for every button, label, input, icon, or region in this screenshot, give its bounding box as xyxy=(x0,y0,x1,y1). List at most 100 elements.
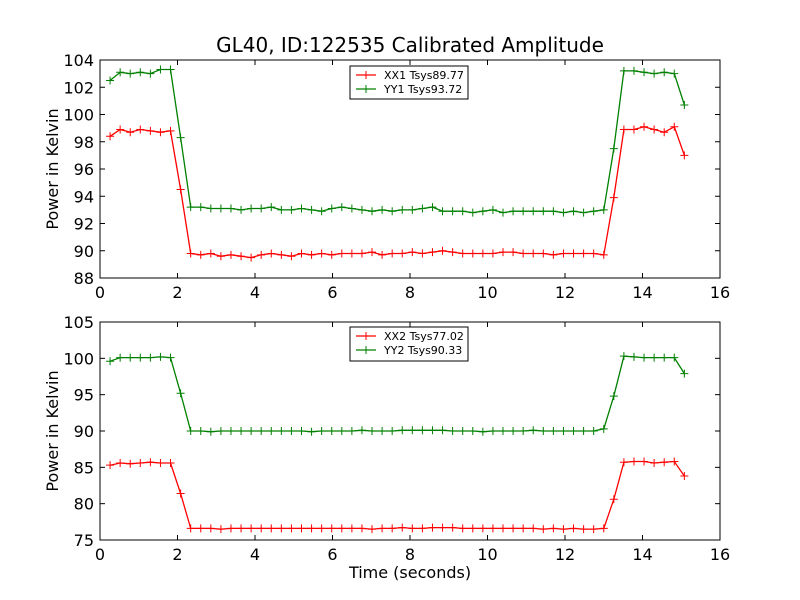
bottom-subplot-series-2-marker xyxy=(247,427,256,435)
top-subplot-series-1-marker xyxy=(216,252,225,261)
bottom-subplot-series-1-marker xyxy=(216,525,225,534)
bottom-subplot-series-2-marker xyxy=(650,353,659,362)
top-subplot-frame xyxy=(99,59,721,279)
bottom-subplot-legend-label-2: YY2 Tsys90.33 xyxy=(383,344,462,357)
bottom-subplot-series-2-marker xyxy=(478,427,487,436)
bottom-subplot-series-2-marker xyxy=(539,427,548,435)
bottom-subplot-series-1-marker xyxy=(237,524,246,533)
top-subplot-series-1-marker xyxy=(458,249,467,258)
bottom-subplot-legend-marker-2 xyxy=(362,346,370,354)
bottom-subplot-series-1-marker xyxy=(398,523,407,532)
bottom-subplot-series-1-marker xyxy=(327,524,336,533)
top-subplot-series-1-marker xyxy=(640,122,649,131)
top-subplot-series-1-marker xyxy=(680,151,689,160)
bottom-subplot-series-1-marker xyxy=(226,524,235,533)
bottom-subplot-series-1-marker xyxy=(277,524,286,533)
top-subplot-series-1-marker xyxy=(156,128,165,137)
bottom-subplot-series-2-marker xyxy=(589,427,598,435)
top-subplot-series-2-marker xyxy=(206,204,215,213)
bottom-subplot-series-1-marker xyxy=(337,524,346,533)
bottom-subplot-series-2-marker xyxy=(267,427,276,435)
bottom-subplot-series-2-marker xyxy=(136,353,145,362)
top-subplot-legend-label-2: YY1 Tsys93.72 xyxy=(383,83,462,96)
top-subplot-series-2-marker xyxy=(529,207,538,216)
top-subplot-series-1-marker xyxy=(398,249,407,258)
top-subplot-series-2-marker xyxy=(277,205,286,214)
bottom-subplot-series-2-marker xyxy=(116,353,125,362)
bottom-subplot-y-tick-label: 95 xyxy=(74,386,94,405)
bottom-subplot-y-axis-label: Power in Kelvin xyxy=(43,370,62,491)
bottom-subplot-series-2-marker xyxy=(509,427,518,435)
bottom-subplot-series-1-marker xyxy=(619,458,628,467)
bottom-subplot-series-2-marker xyxy=(277,427,286,435)
top-subplot-x-tick-label: 16 xyxy=(710,283,730,302)
top-subplot-x-tick-label: 6 xyxy=(327,283,337,302)
top-subplot-series-2-marker xyxy=(670,69,679,78)
top-subplot-series-1-marker xyxy=(196,250,205,259)
bottom-subplot-series-2-marker xyxy=(257,427,266,435)
bottom-subplot-series-1-marker xyxy=(670,457,679,466)
bottom-subplot-series-1-marker xyxy=(357,524,366,533)
bottom-subplot-series-1-marker xyxy=(499,524,507,533)
top-subplot-series-1-marker xyxy=(126,128,135,137)
bottom-subplot-series-2-marker xyxy=(347,427,356,435)
bottom-subplot-series-2-marker xyxy=(640,353,649,362)
bottom-subplot-series-1-marker xyxy=(378,524,387,533)
top-subplot-series-1-marker xyxy=(317,249,326,258)
top-subplot-series-1-marker xyxy=(146,126,155,135)
top-subplot-series-2-marker xyxy=(327,204,336,213)
top-subplot-series-1-marker xyxy=(609,193,618,202)
bottom-subplot-series-1-marker xyxy=(569,524,578,533)
bottom-subplot-series-1-marker xyxy=(247,524,256,533)
top-subplot-series-1-marker xyxy=(670,122,679,131)
top-subplot-series-2-marker xyxy=(337,203,346,212)
top-subplot-series-2-marker xyxy=(106,76,115,85)
top-subplot-series-2-marker xyxy=(619,66,628,75)
top-subplot-series-2-marker xyxy=(640,68,649,77)
top-subplot-series-2-marker xyxy=(579,208,588,217)
bottom-subplot-series-1-marker xyxy=(579,525,588,534)
figure-title: GL40, ID:122535 Calibrated Amplitude xyxy=(216,33,604,57)
bottom-subplot-series-1-marker xyxy=(458,524,467,533)
top-subplot-y-axis-label: Power in Kelvin xyxy=(43,108,62,229)
bottom-subplot-x-tick-label: 10 xyxy=(477,545,497,564)
bottom-subplot-series-2-marker xyxy=(156,352,165,361)
top-subplot-x-tick-label: 10 xyxy=(477,283,497,302)
bottom-subplot-series-1-marker xyxy=(549,524,558,533)
bottom-subplot-series-2-marker xyxy=(368,427,377,435)
top-subplot-series-1-marker xyxy=(267,249,276,258)
top-subplot-series-1-marker xyxy=(509,248,518,257)
top-subplot-series-2-marker xyxy=(458,207,467,216)
top-subplot-series-1-marker xyxy=(529,249,538,258)
bottom-subplot-series-2-marker xyxy=(216,427,225,435)
bottom-subplot-series-1-marker xyxy=(680,472,689,481)
bottom-subplot-series-1-marker xyxy=(418,524,427,533)
top-subplot-series-2-marker xyxy=(357,205,366,214)
bottom-subplot-series-2-marker xyxy=(519,427,528,435)
bottom-subplot-series-1-marker xyxy=(519,524,528,533)
bottom-subplot-series-2-marker xyxy=(468,427,477,435)
bottom-subplot-series-1-marker xyxy=(438,523,447,532)
top-subplot-series-1-marker xyxy=(629,125,638,134)
bottom-subplot-series-1-marker xyxy=(136,458,145,467)
bottom-subplot-series-2-marker xyxy=(549,427,558,435)
top-subplot-series-1-marker xyxy=(297,249,306,258)
top-subplot-series-1-marker xyxy=(327,250,336,259)
bottom-subplot-series-2-marker xyxy=(559,427,568,435)
top-subplot-series-1-marker xyxy=(357,249,366,258)
top-subplot-legend-marker-2 xyxy=(362,85,370,93)
top-subplot-series-1-marker xyxy=(408,248,417,257)
bottom-subplot-series-2-marker xyxy=(408,426,417,435)
top-subplot-series-2-marker xyxy=(438,207,447,216)
bottom-subplot-series-1-marker xyxy=(599,524,608,533)
top-subplot-x-tick-label: 12 xyxy=(555,283,575,302)
bottom-subplot-series-1-marker xyxy=(640,457,649,466)
bottom-subplot-series-2-marker xyxy=(176,389,185,398)
bottom-subplot-series-1-marker xyxy=(448,523,457,532)
top-subplot-series-1-marker xyxy=(337,249,346,258)
top-subplot-x-tick-label: 0 xyxy=(95,283,105,302)
top-subplot-series-1-marker xyxy=(368,248,377,257)
bottom-subplot-series-1-marker xyxy=(509,524,518,533)
top-subplot-series-1-marker xyxy=(206,249,215,258)
